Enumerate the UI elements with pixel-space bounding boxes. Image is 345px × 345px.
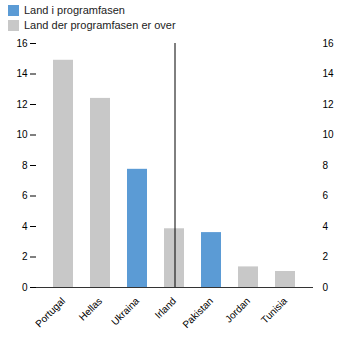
svg-text:16: 16 bbox=[16, 38, 28, 49]
svg-text:Pakistan: Pakistan bbox=[180, 295, 215, 330]
svg-text:Ukraina: Ukraina bbox=[109, 295, 141, 327]
svg-text:2: 2 bbox=[323, 251, 329, 262]
svg-text:8: 8 bbox=[22, 160, 28, 171]
svg-text:Tunisia: Tunisia bbox=[259, 295, 290, 326]
svg-text:16: 16 bbox=[323, 38, 335, 49]
svg-text:12: 12 bbox=[323, 99, 335, 110]
svg-text:Portugal: Portugal bbox=[33, 295, 67, 329]
svg-text:6: 6 bbox=[323, 190, 329, 201]
svg-text:12: 12 bbox=[16, 99, 28, 110]
html-text:Land der programfasen er over: Land der programfasen er over bbox=[24, 19, 176, 31]
svg-text:Hellas: Hellas bbox=[77, 295, 104, 322]
html-text:Land i programfasen: Land i programfasen bbox=[24, 4, 125, 16]
svg-text:Jordan: Jordan bbox=[223, 295, 252, 324]
svg-text:14: 14 bbox=[323, 68, 335, 79]
svg-text:4: 4 bbox=[22, 221, 28, 232]
svg-text:0: 0 bbox=[323, 282, 329, 293]
svg-text:2: 2 bbox=[22, 251, 28, 262]
svg-text:10: 10 bbox=[323, 129, 335, 140]
svg-text:4: 4 bbox=[323, 221, 329, 232]
svg-text:0: 0 bbox=[22, 282, 28, 293]
svg-text:10: 10 bbox=[16, 129, 28, 140]
svg-text:14: 14 bbox=[16, 68, 28, 79]
svg-text:8: 8 bbox=[323, 160, 329, 171]
svg-text:Irland: Irland bbox=[153, 295, 178, 320]
svg-text:6: 6 bbox=[22, 190, 28, 201]
